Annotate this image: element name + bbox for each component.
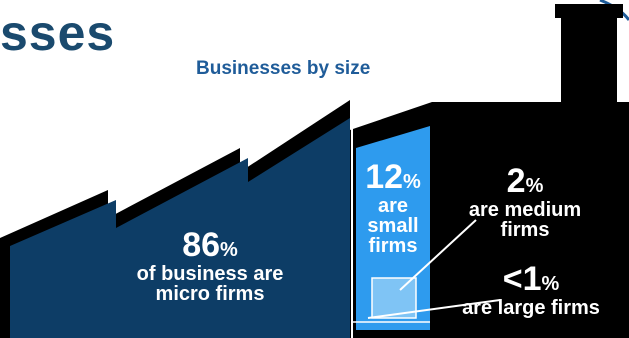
micro-firms-unit: % bbox=[220, 239, 238, 261]
medium-firms-unit: % bbox=[525, 175, 544, 197]
large-pointer bbox=[367, 299, 501, 319]
small-firms-label: 12% are small firms bbox=[356, 160, 430, 256]
large-firms-label: <1% are large firms bbox=[436, 262, 626, 318]
small-firms-unit: % bbox=[403, 171, 421, 193]
micro-firms-text-2: micro firms bbox=[155, 283, 265, 305]
small-firms-text-2: small bbox=[367, 215, 419, 237]
large-firms-unit: % bbox=[541, 273, 560, 295]
micro-firms-segment bbox=[10, 118, 350, 338]
medium-firms-label: 2% are medium firms bbox=[440, 164, 610, 240]
micro-firms-label: 86% of business are micro firms bbox=[90, 228, 330, 304]
page-heading: sses bbox=[0, 5, 116, 61]
chimney-cap bbox=[555, 4, 623, 18]
large-firms-text-1: are large firms bbox=[462, 297, 600, 319]
micro-firms-value: 86 bbox=[182, 226, 221, 264]
medium-firms-text-1: are medium bbox=[468, 199, 582, 221]
medium-firms-text-2: firms bbox=[500, 219, 550, 241]
medium-pointer bbox=[399, 219, 477, 291]
figure-subtitle: Businesses by size bbox=[196, 58, 371, 79]
large-firms-window bbox=[371, 277, 417, 319]
large-firms-value: <1 bbox=[502, 260, 542, 298]
small-firms-value: 12 bbox=[365, 158, 404, 196]
medium-firms-value: 2 bbox=[506, 162, 526, 200]
micro-firms-text-1: of business are bbox=[136, 263, 284, 285]
small-firms-text-3: firms bbox=[368, 235, 418, 257]
small-firms-text-1: are bbox=[377, 195, 409, 217]
